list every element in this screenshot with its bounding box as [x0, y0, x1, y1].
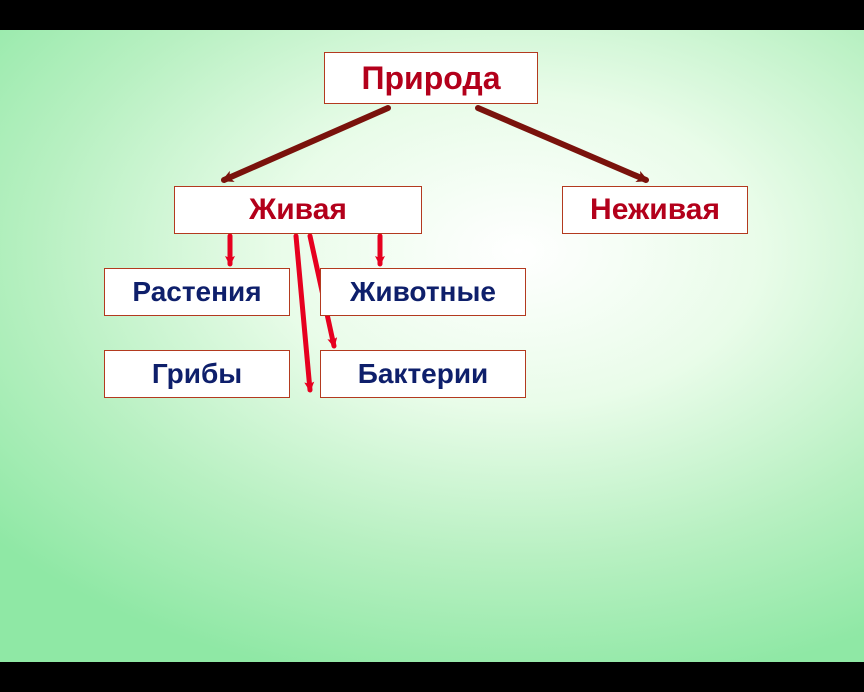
node-living-label: Живая	[249, 193, 347, 227]
node-animals-label: Животные	[350, 276, 496, 308]
node-bacteria-label: Бактерии	[358, 358, 489, 390]
node-plants: Растения	[104, 268, 290, 316]
node-fungi-label: Грибы	[152, 358, 242, 390]
node-nonliving: Неживая	[562, 186, 748, 234]
node-living: Живая	[174, 186, 422, 234]
node-fungi: Грибы	[104, 350, 290, 398]
node-bacteria: Бактерии	[320, 350, 526, 398]
node-animals: Животные	[320, 268, 526, 316]
letterbox-frame: Природа Живая Неживая Растения Животные …	[0, 0, 864, 692]
node-plants-label: Растения	[132, 276, 261, 308]
arrows-layer	[0, 30, 864, 662]
node-root: Природа	[324, 52, 538, 104]
node-nonliving-label: Неживая	[590, 193, 720, 227]
slide-background: Природа Живая Неживая Растения Животные …	[0, 30, 864, 662]
node-root-label: Природа	[362, 60, 501, 97]
